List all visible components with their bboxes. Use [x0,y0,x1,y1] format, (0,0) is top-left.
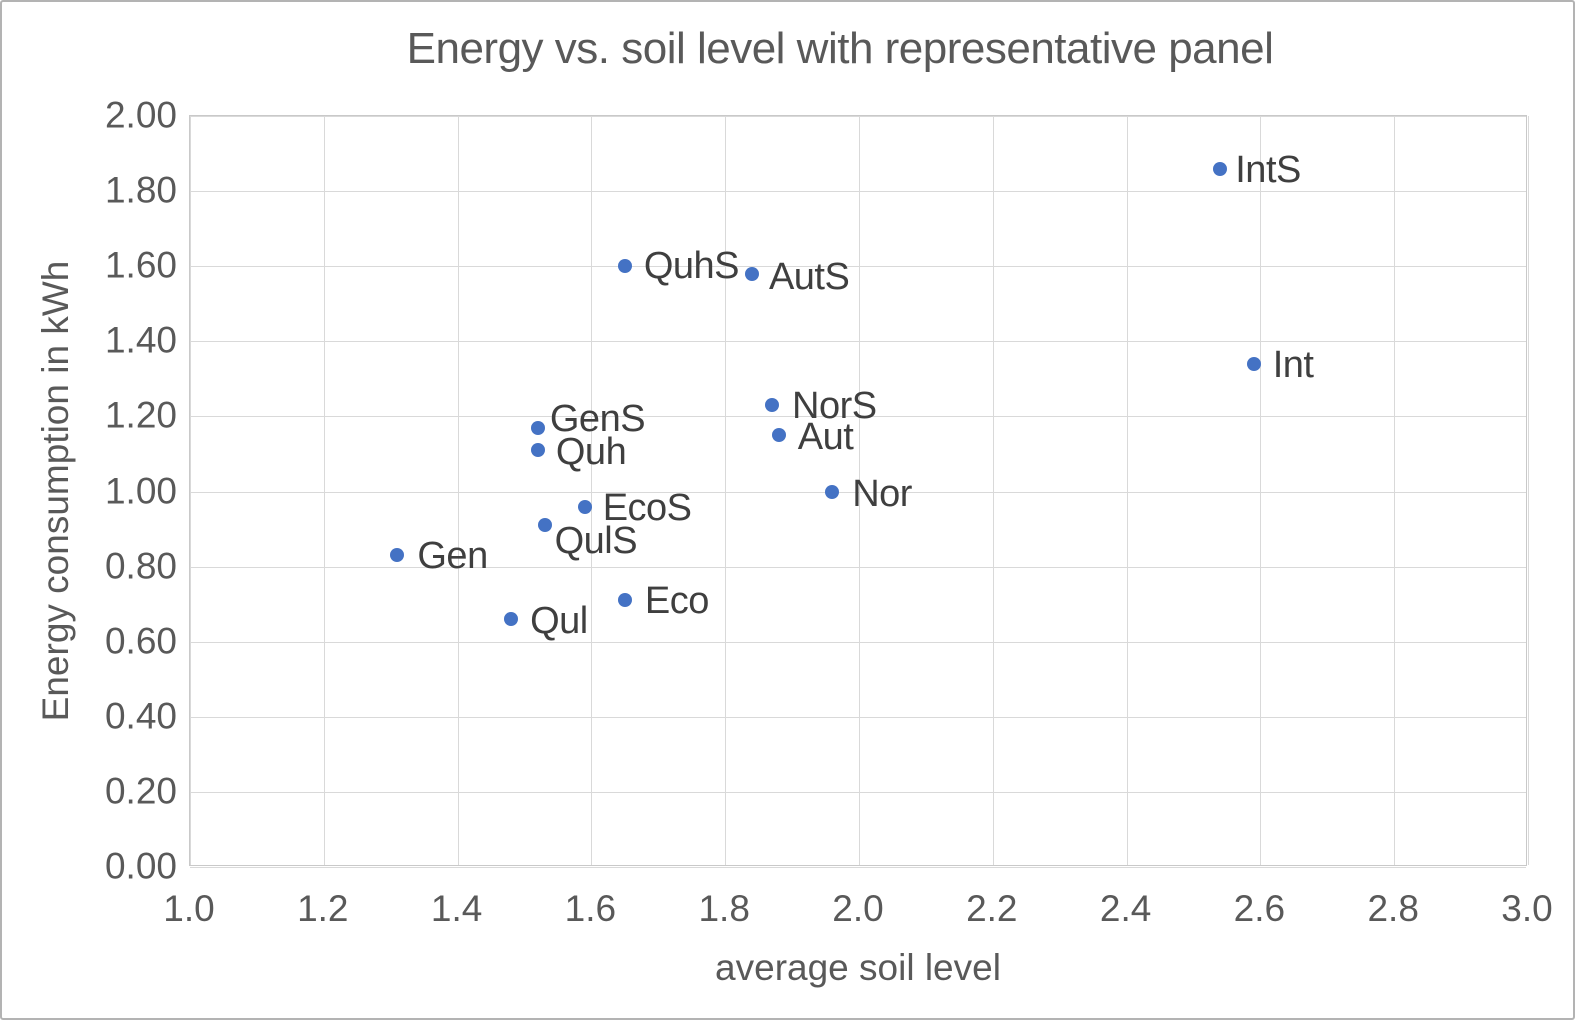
y-tick-label: 1.20 [104,394,177,436]
gridline-vertical [591,116,592,865]
data-point-EcoS [577,499,592,514]
y-tick-label: 2.00 [104,94,177,136]
data-point-label-Nor: Nor [852,472,912,515]
data-point-label-QuhS: QuhS [643,245,740,288]
data-point-AutS [744,266,759,281]
y-tick-label: 0.80 [104,545,177,587]
chart-title: Energy vs. soil level with representativ… [406,24,1274,73]
gridline-vertical [725,116,726,865]
data-point-label-Qul: Qul [530,600,588,643]
gridline-horizontal [190,567,1526,568]
gridline-horizontal [190,492,1526,493]
gridline-vertical [324,116,325,865]
gridline-horizontal [190,867,1526,868]
x-tick-label: 1.4 [430,888,483,929]
data-point-GenS [530,420,545,435]
x-tick-label: 2.6 [1233,888,1286,929]
x-tick-label: 2.0 [832,888,884,929]
data-point-QuhS [617,259,632,274]
data-point-label-AutS: AutS [768,255,850,298]
data-point-QulS [537,518,552,533]
gridline-horizontal [190,792,1526,793]
x-axis-title: average soil level [715,947,1001,988]
x-tick-label: 1.2 [297,888,349,929]
data-point-Nor [825,484,840,499]
gridline-vertical [1528,116,1529,865]
data-point-label-Aut: Aut [797,416,854,459]
y-tick-label: 0.40 [104,695,177,737]
gridline-vertical [993,116,994,865]
gridline-vertical [458,116,459,865]
x-tick-label: 2.2 [966,888,1018,929]
x-tick-label: 1.6 [564,888,617,929]
gridline-horizontal [190,341,1526,342]
data-point-Aut [771,428,786,443]
gridline-vertical [190,116,191,865]
y-tick-label: 0.20 [104,770,177,812]
data-point-label-EcoS: EcoS [602,486,692,529]
x-tick-label: 3.0 [1501,888,1553,929]
x-tick-label: 1.8 [698,888,750,929]
y-tick-label: 0.00 [104,845,177,887]
gridline-vertical [1127,116,1128,865]
data-point-Quh [530,443,545,458]
y-tick-label: 1.80 [104,169,177,211]
data-point-label-Int: Int [1272,343,1314,386]
gridline-vertical [1260,116,1261,865]
gridline-vertical [859,116,860,865]
gridline-vertical [1394,116,1395,865]
y-tick-label: 1.00 [104,470,177,511]
data-point-Eco [617,593,632,608]
data-point-label-QulS: QulS [554,520,638,563]
data-point-label-IntS: IntS [1235,148,1301,191]
gridline-horizontal [190,191,1526,192]
data-point-label-NorS: NorS [792,385,877,428]
y-tick-label: 1.40 [104,319,177,361]
data-point-NorS [765,398,780,413]
gridline-horizontal [190,266,1526,267]
x-tick-label: 2.4 [1099,888,1152,929]
x-tick-label: 2.8 [1367,888,1419,929]
data-point-label-GenS: GenS [549,397,646,440]
data-point-label-Eco: Eco [644,580,709,623]
data-point-IntS [1213,161,1228,176]
data-point-label-Quh: Quh [555,431,627,474]
data-point-Qul [504,612,519,627]
y-tick-label: 0.60 [104,620,177,662]
gridline-horizontal [190,116,1526,117]
gridline-horizontal [190,642,1526,643]
data-point-Int [1246,356,1261,371]
plot-area: Gen GenS Quh QuhS Qul QulS Eco EcoS Nor NorS Aut Au… [189,115,1529,868]
y-tick-label: 1.60 [104,244,177,286]
data-point-label-Gen: Gen [417,535,488,578]
gridline-horizontal [190,717,1526,718]
x-tick-label: 1.0 [163,888,215,929]
data-point-Gen [390,548,405,563]
gridline-horizontal [190,416,1526,417]
